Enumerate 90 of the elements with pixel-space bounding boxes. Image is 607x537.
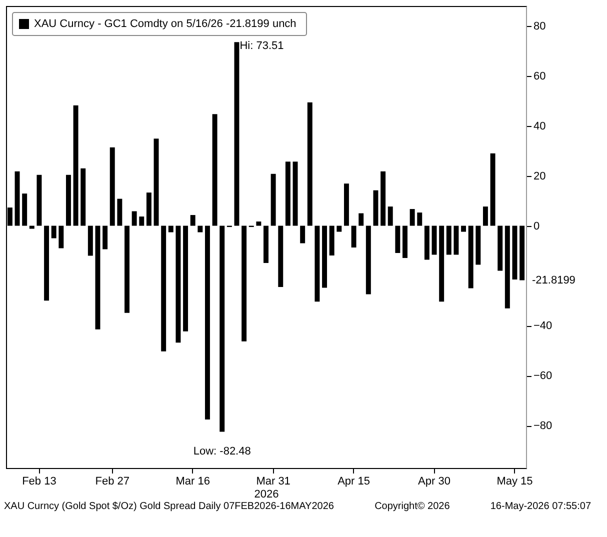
bar <box>417 212 422 226</box>
bar <box>468 226 474 288</box>
bar <box>388 206 393 226</box>
bar <box>380 171 386 226</box>
bar <box>454 226 459 255</box>
bar <box>204 226 210 420</box>
bar <box>344 184 349 226</box>
bar <box>292 162 298 226</box>
bar <box>58 226 64 248</box>
x-tick-label: Mar 16 <box>176 476 210 488</box>
bar <box>366 226 371 294</box>
bar <box>351 226 356 248</box>
bar <box>132 211 137 226</box>
bar <box>336 226 342 232</box>
bar <box>183 226 188 332</box>
bar <box>329 226 334 256</box>
x-tick-label: May 15 <box>496 476 533 488</box>
x-tick-label: Mar 31 <box>256 476 290 488</box>
bar <box>168 226 174 232</box>
bar <box>66 174 71 226</box>
bar <box>446 226 452 255</box>
bar <box>102 226 108 250</box>
bar <box>373 190 378 226</box>
y-tick-label: −80 <box>534 420 552 432</box>
bar <box>270 174 276 226</box>
y-tick-label: 20 <box>534 170 546 182</box>
bar <box>139 216 144 226</box>
bar <box>424 226 430 260</box>
y-tick-label: 40 <box>534 120 546 132</box>
bar <box>498 226 503 271</box>
bar <box>504 226 510 308</box>
x-tick-label: Apr 15 <box>338 476 370 488</box>
x-tick-label: Feb 27 <box>95 476 130 488</box>
bar <box>51 226 56 238</box>
bar <box>512 226 518 280</box>
annotation: Hi: 73.51 <box>240 40 284 52</box>
bar <box>220 226 225 432</box>
bar <box>476 226 481 265</box>
bar <box>146 192 152 226</box>
bar <box>300 226 306 244</box>
bar <box>44 226 50 301</box>
bar <box>490 153 496 226</box>
bar <box>36 174 42 226</box>
annotation: Low: -82.48 <box>193 446 251 458</box>
bar <box>278 226 284 287</box>
bar <box>314 226 320 302</box>
bar <box>402 226 408 258</box>
bar <box>520 226 525 280</box>
bar <box>410 209 415 226</box>
bar <box>22 194 28 226</box>
y-tick-label: 80 <box>534 20 546 32</box>
bar <box>264 226 268 263</box>
bar <box>307 102 312 226</box>
bar <box>198 226 203 232</box>
legend-label: XAU Curncy - GC1 Comdty on 5/16/26 -21.8199 unch <box>34 18 296 30</box>
bar <box>95 226 100 330</box>
bar <box>358 213 364 226</box>
bar <box>73 105 78 226</box>
bar <box>242 226 247 342</box>
bar <box>212 114 218 226</box>
bar <box>88 226 93 256</box>
y-tick-label: 60 <box>534 70 546 82</box>
bar <box>190 215 196 226</box>
bar <box>439 226 444 302</box>
text: Copyright© 2026 <box>374 501 450 512</box>
bar <box>176 226 181 343</box>
x-tick-label: Apr 30 <box>418 476 450 488</box>
text: XAU Curncy (Gold Spot $/Oz) Gold Spread Daily 07FEB2026-16MAY2026 <box>4 501 334 512</box>
bar <box>117 198 122 226</box>
bar <box>395 226 400 253</box>
text: 16-May-2026 07:55:07 <box>490 501 591 512</box>
y-tick-label: −40 <box>534 320 552 332</box>
bar <box>256 222 262 226</box>
y-tick-label: −60 <box>534 370 552 382</box>
bar <box>234 42 240 226</box>
bar <box>461 226 466 232</box>
bar <box>161 226 166 352</box>
bar <box>14 171 20 226</box>
bar <box>80 168 86 226</box>
x-axis-title: 2026 <box>254 488 279 500</box>
bar <box>322 226 328 288</box>
bar <box>285 162 290 226</box>
bar <box>154 138 159 226</box>
x-tick-label: Feb 13 <box>22 476 56 488</box>
bar <box>29 226 34 229</box>
text: -21.8199 <box>532 274 576 286</box>
bar <box>110 147 115 226</box>
y-tick-label: 0 <box>534 220 540 232</box>
bar <box>124 226 130 313</box>
bar <box>482 206 488 226</box>
